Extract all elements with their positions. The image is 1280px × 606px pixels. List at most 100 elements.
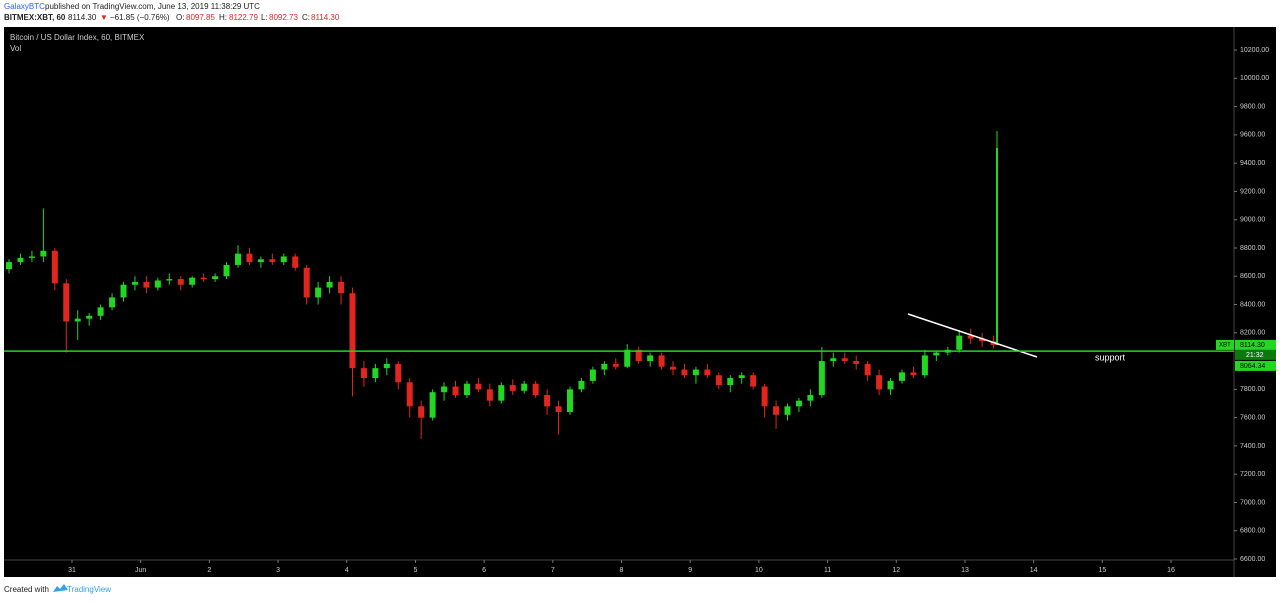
open-label: O:: [176, 13, 184, 22]
candle-body: [441, 386, 448, 393]
candle-body: [143, 281, 150, 288]
trendline: [907, 313, 1038, 358]
candle-body: [692, 369, 699, 376]
candle-body: [830, 358, 837, 362]
candle-body: [74, 318, 81, 322]
x-tick-label: 6: [482, 567, 486, 574]
x-tick-label: 13: [961, 567, 969, 574]
candle-body: [967, 335, 974, 339]
x-tick-label: 10: [755, 567, 763, 574]
candle-body: [876, 375, 883, 390]
other-price-box: [1235, 360, 1276, 371]
change-arrow: ▼: [100, 13, 108, 22]
candle-body: [97, 307, 104, 316]
y-tick-label: 10000.00: [1240, 75, 1269, 82]
open: 8097.85: [186, 13, 215, 22]
candle-body: [166, 279, 173, 281]
candle-body: [303, 267, 310, 298]
y-tick-label: 9400.00: [1240, 160, 1265, 167]
close: 8114.30: [311, 13, 340, 22]
candle-body: [841, 358, 848, 362]
candle-body: [212, 276, 219, 280]
candle-body: [956, 335, 963, 350]
high-label: H:: [219, 13, 227, 22]
x-tick-label: 4: [345, 567, 349, 574]
candle-body: [486, 389, 493, 401]
candle-body: [292, 256, 299, 268]
candle-body: [189, 277, 196, 285]
candle-body: [315, 287, 322, 298]
y-tick-label: 6800.00: [1240, 528, 1265, 535]
high: 8122.79: [229, 13, 258, 22]
published: published on TradingView.com, June 13, 2…: [45, 2, 260, 11]
x-tick-label: 15: [1098, 567, 1106, 574]
candle-body: [28, 256, 35, 258]
candle-body: [200, 277, 207, 280]
x-tick-label: 31: [68, 567, 76, 574]
y-tick-label: 9600.00: [1240, 132, 1265, 139]
last-price: 8114.30: [68, 13, 97, 22]
candle-body: [635, 349, 642, 362]
candle-body: [647, 355, 654, 362]
candle-body: [670, 366, 677, 370]
candle-body: [544, 395, 551, 407]
y-tick-label: 8800.00: [1240, 245, 1265, 252]
y-tick-label: 7400.00: [1240, 443, 1265, 450]
candle-body: [750, 375, 757, 387]
chart-title: Bitcoin / US Dollar Index, 60, BITMEX: [10, 33, 145, 42]
candle-body: [864, 363, 871, 376]
candle-body: [727, 378, 734, 386]
y-tick-label: 9200.00: [1240, 188, 1265, 195]
x-tick-label: 8: [620, 567, 624, 574]
x-tick-label: 14: [1030, 567, 1038, 574]
candle-body: [326, 281, 333, 288]
candle-body: [40, 250, 47, 257]
candle-body: [578, 380, 585, 390]
close-label: C:: [302, 13, 310, 22]
y-tick-label: 7800.00: [1240, 386, 1265, 393]
last-price-label: 8114.30: [1240, 342, 1265, 349]
candle-body: [887, 380, 894, 390]
candle-body: [452, 386, 459, 396]
y-tick-label: 7000.00: [1240, 499, 1265, 506]
x-tick-label: 9: [688, 567, 692, 574]
x-tick-label: 3: [276, 567, 280, 574]
y-tick-label: 8200.00: [1240, 330, 1265, 337]
x-tick-label: 5: [413, 567, 417, 574]
candle-body: [715, 375, 722, 386]
candle-body: [818, 361, 825, 396]
candle-body: [498, 385, 505, 401]
y-tick-label: 10200.00: [1240, 47, 1269, 54]
y-tick-label: 6600.00: [1240, 556, 1265, 563]
candle-body: [17, 257, 24, 263]
candle-body: [360, 368, 367, 379]
x-tick-label: 11: [824, 567, 831, 574]
other-price-label: 8064.34: [1240, 363, 1265, 370]
candle-body: [475, 383, 482, 390]
candle-body: [223, 264, 230, 277]
candle-body: [601, 363, 608, 370]
candle-body: [257, 259, 264, 263]
candle-body: [406, 382, 413, 407]
x-tick-label: 2: [207, 567, 211, 574]
candle-body: [704, 369, 711, 376]
candle-body: [773, 406, 780, 415]
footer-logo: [53, 584, 68, 592]
candle-body: [63, 283, 70, 322]
candle-body: [624, 349, 631, 367]
candle-body: [853, 361, 860, 364]
x-tick-label: 7: [551, 567, 555, 574]
y-tick-label: 8400.00: [1240, 301, 1265, 308]
candle-body: [395, 363, 402, 383]
low: 8092.73: [269, 13, 298, 22]
x-tick-label: 12: [892, 567, 900, 574]
candle-body: [521, 383, 528, 391]
candle-body: [131, 281, 138, 285]
candle-body: [372, 368, 379, 379]
candle-body: [269, 259, 276, 263]
candle-body: [280, 256, 287, 263]
candle-body: [86, 315, 93, 319]
x-tick-label: 16: [1167, 567, 1175, 574]
candle-body: [6, 262, 13, 270]
